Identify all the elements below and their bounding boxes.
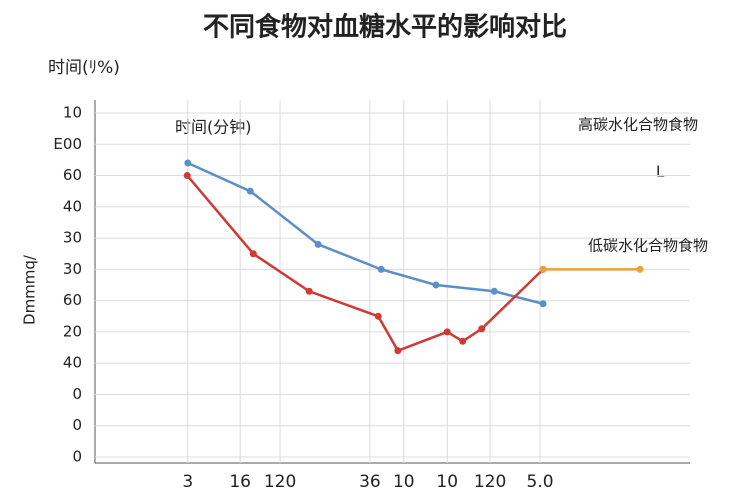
y-tick-label: 0 xyxy=(72,385,82,403)
y-tick-label: 0 xyxy=(72,416,82,434)
annotation: L xyxy=(656,163,665,181)
x-tick-label: 10 xyxy=(436,472,458,492)
data-point xyxy=(636,265,644,273)
data-point xyxy=(459,337,467,345)
y-tick-label: 30 xyxy=(63,229,82,247)
x-tick-label: 36 xyxy=(359,472,381,492)
y-tick-label: 60 xyxy=(63,291,82,309)
y-tick-label: 30 xyxy=(63,260,82,278)
y-tick-label: 40 xyxy=(63,197,82,215)
x-tick-label: 10 xyxy=(393,472,415,492)
data-point xyxy=(539,265,547,273)
x-tick-label: 120 xyxy=(264,472,296,492)
data-point xyxy=(305,287,313,295)
y-axis-label: Dmmmq/ xyxy=(21,254,39,325)
y-tick-label: 10 xyxy=(63,104,82,122)
y-tick-label: 20 xyxy=(63,322,82,340)
x-axis-label: 时间(分钟) xyxy=(175,118,252,137)
x-tick-label: 16 xyxy=(229,472,251,492)
data-point xyxy=(183,172,191,180)
data-point xyxy=(377,265,385,273)
y-tick-label: 40 xyxy=(63,354,82,372)
legend-label: 低碳水化合物食物 xyxy=(588,237,708,255)
data-point xyxy=(432,281,440,289)
y-tick-label: 0 xyxy=(72,448,82,466)
data-point xyxy=(314,240,322,248)
x-tick-label: 3 xyxy=(182,472,193,492)
y-tick-label: E00 xyxy=(53,135,82,153)
data-point xyxy=(374,312,382,320)
data-point xyxy=(490,287,498,295)
data-point xyxy=(249,250,257,258)
data-point xyxy=(443,328,451,336)
y-tick-label: 60 xyxy=(63,166,82,184)
data-point xyxy=(394,347,402,355)
chart-title: 不同食物对血糖水平的影响对比 xyxy=(203,12,567,43)
data-point xyxy=(539,300,547,308)
corner-label: 时间(ﾘ%) xyxy=(48,58,120,78)
x-tick-label: 5.0 xyxy=(527,472,554,492)
legend-label: 高碳水化合物食物 xyxy=(578,116,698,134)
data-point xyxy=(184,159,192,167)
x-tick-label: 120 xyxy=(474,472,506,492)
data-point xyxy=(478,325,486,333)
data-point xyxy=(246,187,254,195)
